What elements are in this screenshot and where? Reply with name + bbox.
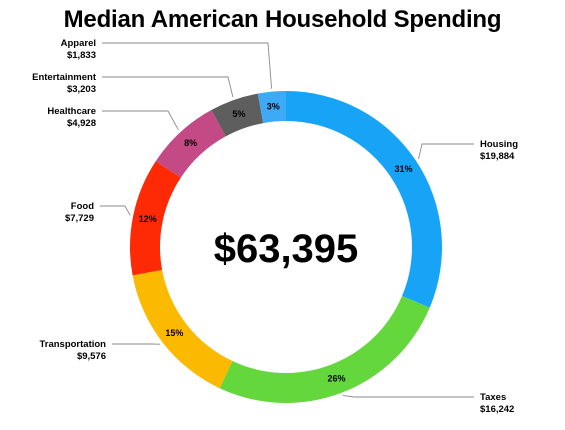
callout-value-apparel: $1,833: [67, 50, 96, 61]
callout-name-taxes: Taxes: [480, 392, 506, 403]
slice-percent-labels: 31% 26% 15% 12% 8% 5% 3%: [139, 102, 413, 384]
slice-callouts: Housing$19,884 Taxes$16,242 Transportation…: [32, 38, 518, 415]
slice-healthcare: [155, 110, 226, 178]
slice-food: [130, 161, 181, 276]
percent-label-apparel: 3%: [267, 102, 280, 112]
callout-value-taxes: $16,242: [480, 404, 514, 415]
leader-line-food: [100, 205, 131, 216]
callout-name-healthcare: Healthcare: [47, 106, 96, 117]
percent-label-entertainment: 5%: [232, 109, 245, 119]
leader-line-healthcare: [102, 110, 179, 131]
callout-value-entertainment: $3,203: [67, 84, 96, 95]
slice-entertainment: [211, 93, 264, 137]
leader-line-apparel: [102, 42, 273, 89]
percent-label-housing: 31%: [395, 164, 413, 174]
slice-apparel: [257, 91, 286, 124]
leader-line-housing: [418, 143, 474, 160]
callout-name-transportation: Transportation: [39, 339, 106, 350]
chart-title: Median American Household Spending: [63, 6, 502, 33]
callout-name-housing: Housing: [480, 139, 518, 150]
callout-value-transportation: $9,576: [77, 351, 106, 362]
donut-slices: [130, 91, 442, 403]
slice-housing: [286, 91, 442, 308]
center-total: $63,395: [214, 227, 359, 271]
percent-label-healthcare: 8%: [184, 138, 197, 148]
slice-transportation: [132, 269, 233, 389]
slice-taxes: [219, 296, 430, 403]
callout-name-food: Food: [71, 201, 94, 212]
leader-line-entertainment: [102, 76, 234, 98]
percent-label-transportation: 15%: [165, 328, 183, 338]
callout-name-apparel: Apparel: [61, 38, 96, 49]
callout-value-housing: $19,884: [480, 151, 515, 162]
callout-value-healthcare: $4,928: [67, 118, 96, 129]
callout-value-food: $7,729: [65, 213, 94, 224]
leader-line-taxes: [342, 395, 474, 398]
percent-label-taxes: 26%: [327, 374, 345, 384]
callout-name-entertainment: Entertainment: [32, 72, 97, 83]
percent-label-food: 12%: [139, 214, 157, 224]
